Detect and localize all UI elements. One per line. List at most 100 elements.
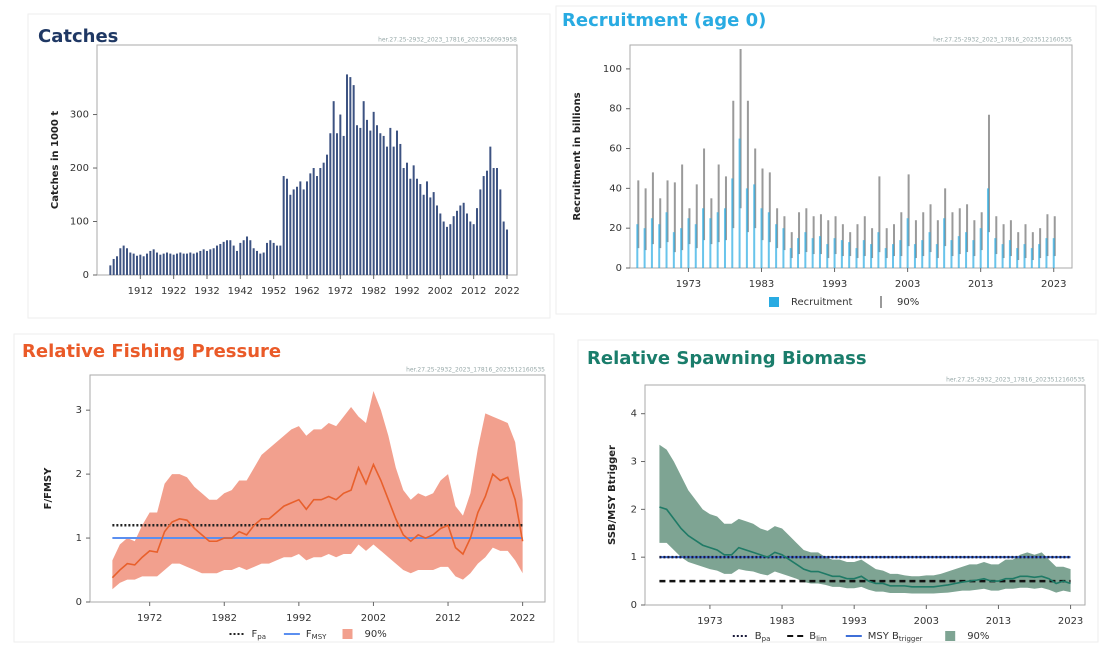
bar	[282, 176, 285, 275]
legend-label-subscript: pa	[257, 633, 266, 641]
bar	[199, 250, 202, 275]
bar	[376, 125, 378, 275]
bar	[176, 253, 178, 275]
bar	[216, 245, 218, 275]
bar	[299, 181, 302, 275]
x-tick-label: 1932	[194, 286, 219, 297]
bar	[429, 197, 432, 275]
legend-label: Recruitment	[791, 297, 853, 308]
plot-frame	[629, 44, 1073, 269]
legend-label: FMSY	[306, 629, 327, 641]
legend-label: 90%	[897, 297, 919, 308]
bar	[319, 168, 322, 275]
bar	[226, 240, 228, 275]
y-tick-label: 80	[609, 104, 622, 115]
bar	[192, 253, 195, 275]
bar	[650, 218, 653, 268]
bar	[913, 244, 916, 268]
bar	[797, 238, 800, 268]
bar	[775, 224, 778, 268]
bar	[436, 205, 438, 275]
bar	[129, 252, 132, 275]
bar	[139, 254, 142, 275]
legend-label-subscript: lim	[816, 635, 827, 643]
x-tick-label: 1983	[769, 616, 794, 627]
bar	[322, 162, 325, 275]
bar	[723, 208, 726, 268]
x-tick-label: 2023	[1041, 279, 1066, 290]
bar	[950, 240, 953, 268]
bar	[943, 218, 946, 268]
bar	[466, 213, 468, 275]
bar	[422, 194, 425, 275]
bar	[702, 208, 705, 268]
bar	[296, 186, 298, 275]
bar	[979, 228, 982, 268]
legend-swatch	[945, 631, 956, 641]
plot-frame	[644, 384, 1086, 606]
bar	[446, 226, 448, 275]
chart-title: Catches	[38, 26, 118, 47]
panel-card	[27, 13, 551, 319]
bar	[459, 205, 462, 275]
bar	[339, 114, 342, 275]
y-axis-label: Recruitment in billions	[572, 92, 583, 220]
bar	[965, 232, 968, 268]
bar	[256, 250, 258, 275]
bar	[396, 130, 398, 275]
bar	[935, 244, 938, 268]
x-tick-label: 1973	[697, 616, 722, 627]
y-tick-label: 40	[609, 183, 622, 194]
bar	[132, 253, 135, 275]
bar	[899, 240, 902, 268]
bar	[672, 232, 675, 268]
chart-subtitle: her.27.25-2932_2023_17816_2023512160535	[406, 367, 545, 374]
bar	[182, 253, 185, 275]
bar	[159, 254, 162, 275]
x-tick-label: 2022	[494, 286, 519, 297]
x-tick-label: 2002	[428, 286, 453, 297]
legend-swatch	[342, 629, 353, 639]
legend-label-subscript: MSY	[312, 633, 327, 641]
bar	[972, 240, 975, 268]
x-tick-label: 1993	[841, 616, 866, 627]
legend-label-subscript: trigger	[899, 635, 923, 643]
legend-label-main: B	[809, 631, 816, 642]
bar	[840, 240, 843, 268]
y-tick-label: 100	[70, 217, 89, 228]
bar	[236, 250, 238, 275]
x-tick-label: 1972	[328, 286, 353, 297]
bar	[870, 244, 873, 268]
bar	[262, 252, 265, 275]
y-tick-label: 2	[631, 504, 637, 515]
bar	[848, 242, 851, 268]
bar	[818, 236, 821, 268]
bar	[811, 238, 814, 268]
bar	[156, 252, 158, 275]
y-tick-label: 4	[631, 409, 637, 420]
bar	[172, 254, 175, 275]
bar	[877, 232, 880, 268]
bar	[272, 242, 275, 275]
bar	[456, 210, 458, 275]
bar	[419, 184, 422, 275]
bar	[222, 241, 225, 275]
plot-frame	[89, 374, 546, 603]
bar	[884, 248, 887, 268]
bar	[359, 127, 362, 275]
bar	[186, 253, 188, 275]
bar	[1001, 244, 1004, 268]
y-tick-label: 3	[76, 405, 82, 416]
y-tick-label: 2	[76, 469, 82, 480]
bar	[506, 229, 508, 275]
y-tick-label: 100	[603, 64, 622, 75]
x-tick-label: 1992	[286, 613, 311, 624]
bar	[412, 165, 415, 275]
chart-subtitle: her.27.25-2932_2023_17816_2023512160535	[946, 377, 1085, 384]
bar	[259, 253, 262, 275]
legend-label: Blim	[809, 631, 827, 643]
bar	[326, 154, 328, 275]
bar	[266, 242, 268, 275]
bar	[109, 265, 112, 275]
